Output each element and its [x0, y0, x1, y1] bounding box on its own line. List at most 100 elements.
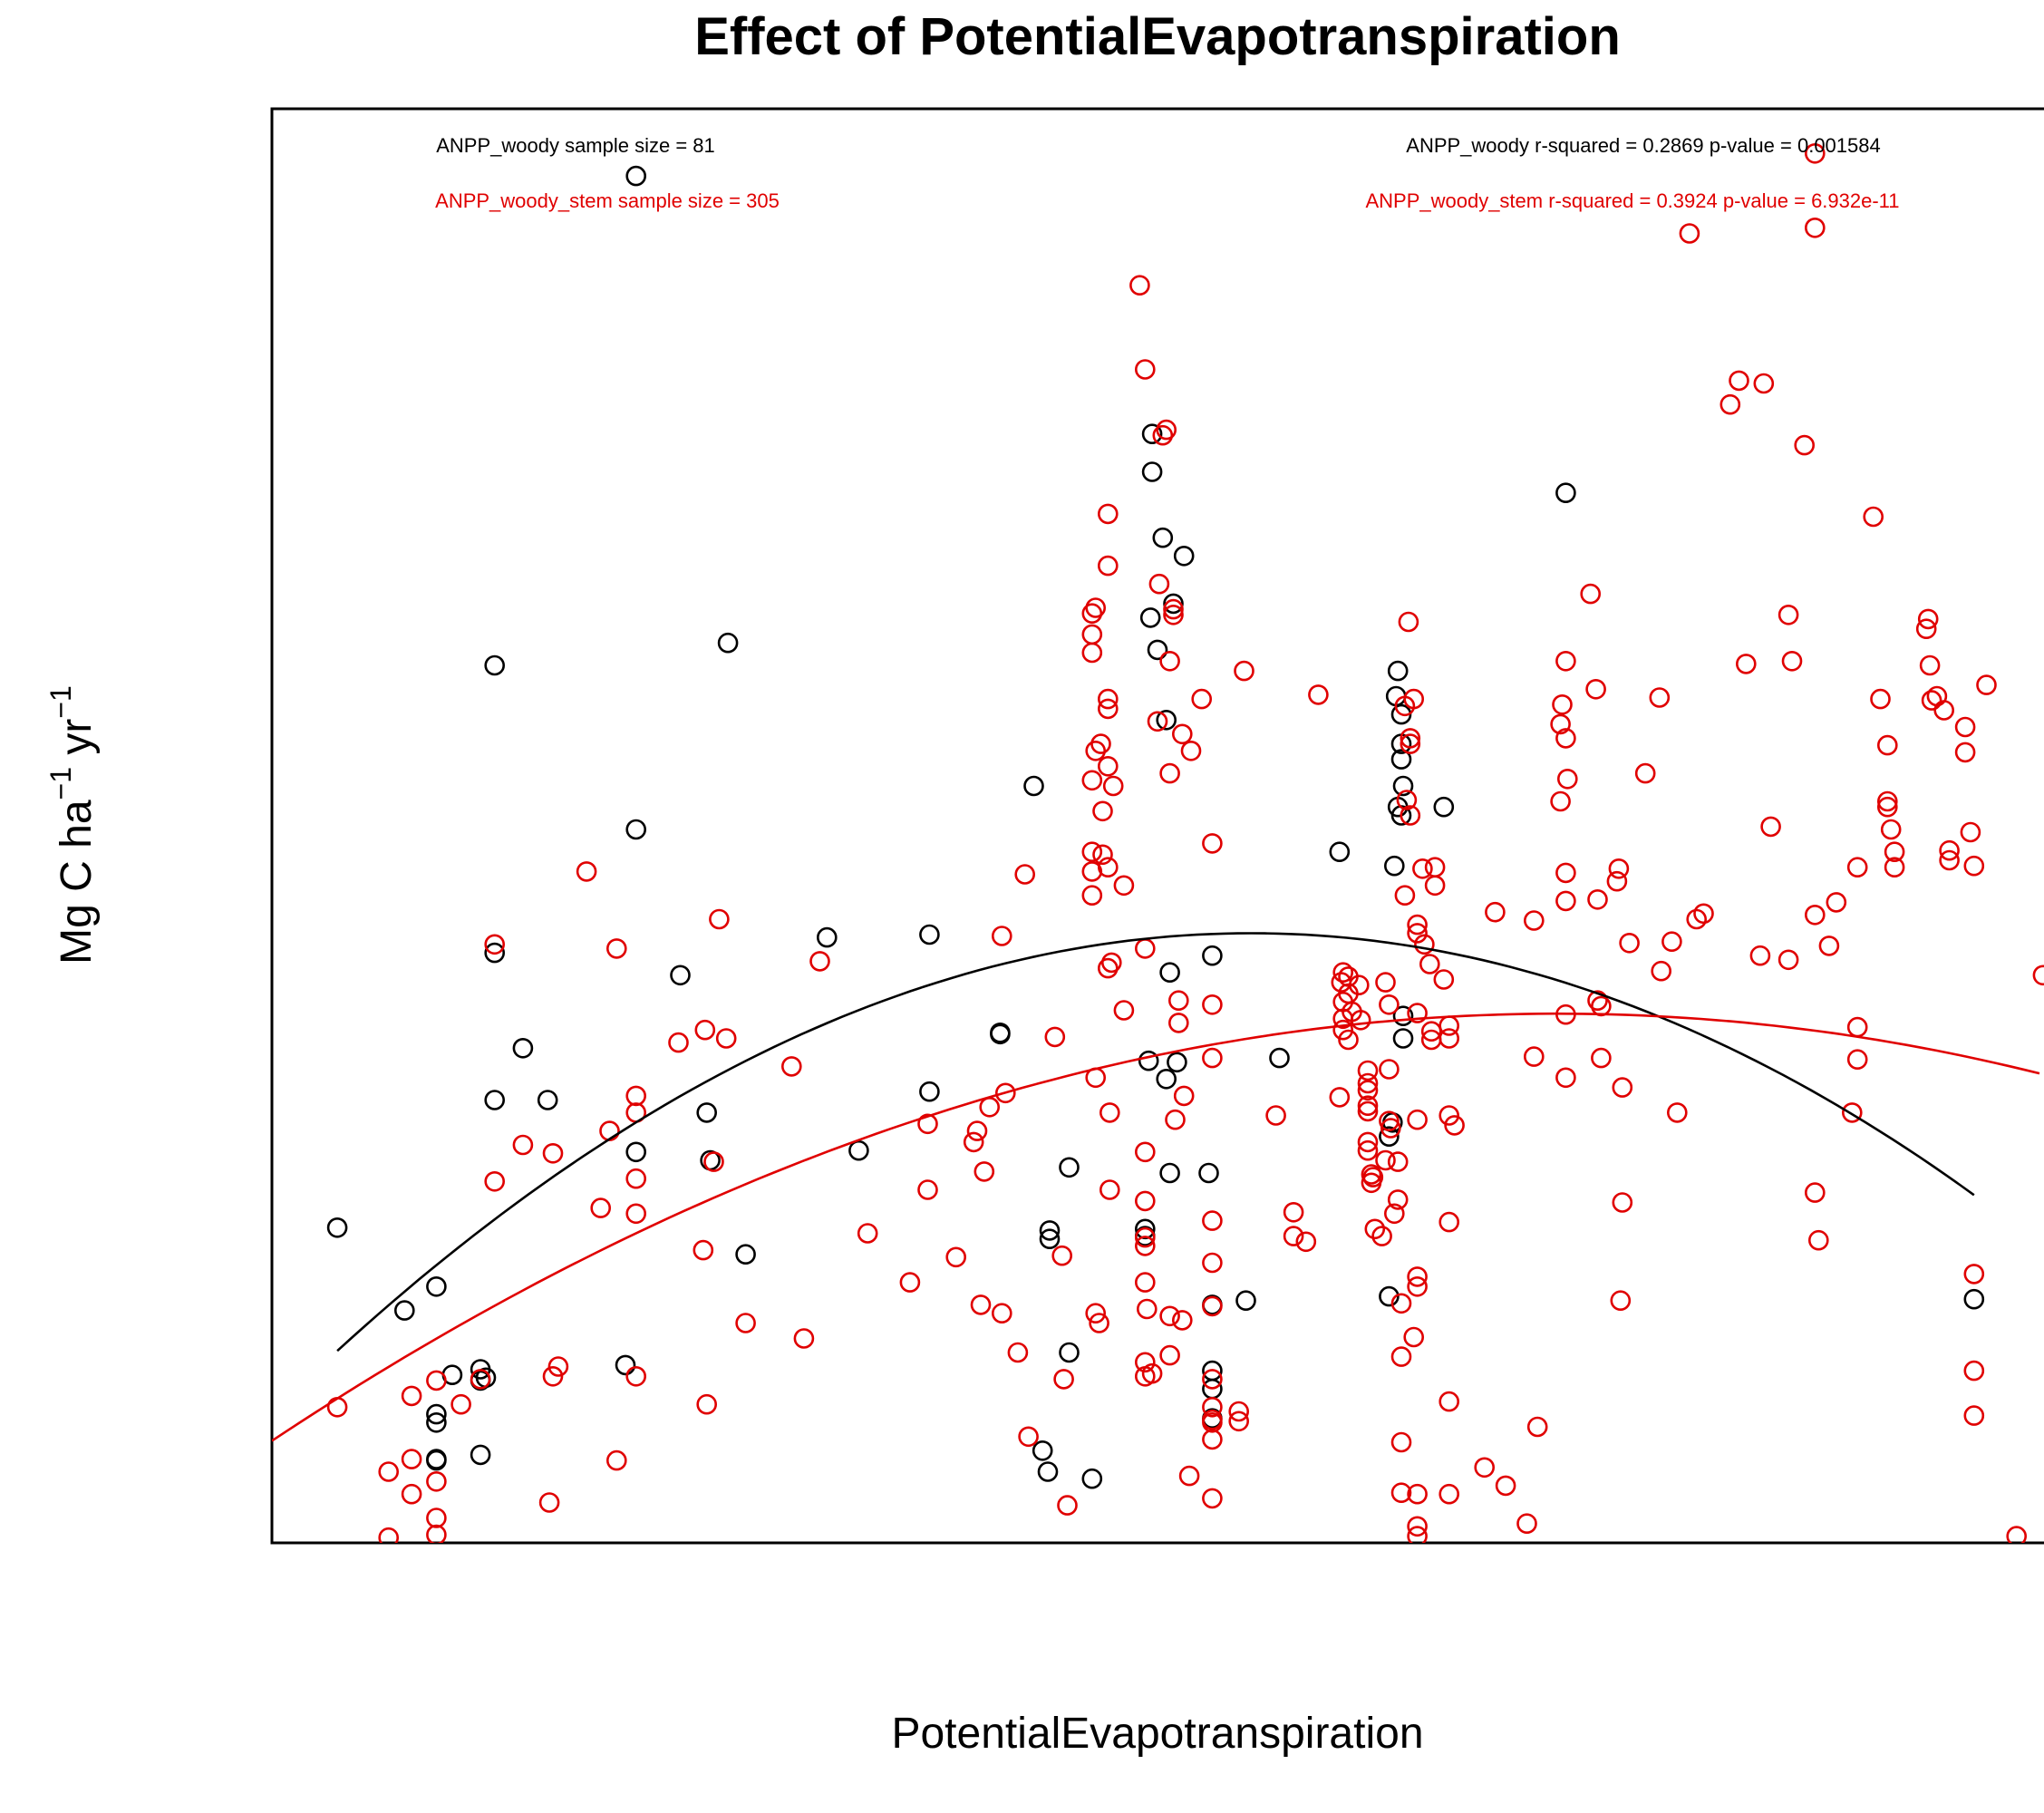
anpp-woody-point-40: [1135, 1218, 1156, 1240]
anpp-woody-point-28: [919, 924, 940, 945]
anpp-woody-stem-point-245: [1693, 903, 1714, 925]
anpp-woody-stem-point-123: [1202, 1252, 1223, 1274]
anpp-woody-stem-point-77: [1098, 755, 1119, 777]
anpp-woody-stem-point-103: [1156, 419, 1177, 441]
anpp-woody-stem-point-189: [1407, 914, 1428, 936]
anpp-woody-stem-point-254: [1781, 650, 1803, 672]
anpp-woody-stem-point-177: [1394, 885, 1416, 906]
anpp-woody-stem-point-260: [1808, 1229, 1829, 1251]
anpp-woody-stem-point-175: [1390, 1482, 1412, 1503]
anpp-woody-stem-point-223: [1555, 650, 1576, 672]
woody-regression-stats: ANPP_woody r-squared = 0.2869 p-value = …: [1406, 134, 1880, 157]
anpp-woody-point-76: [1392, 1005, 1414, 1026]
anpp-woody-stem-point-83: [1099, 1179, 1120, 1200]
anpp-woody-stem-point-25: [625, 1085, 647, 1107]
anpp-woody-stem-point-7: [426, 1508, 447, 1528]
anpp-woody-point-18: [625, 819, 647, 840]
anpp-woody-stem-point-139: [1329, 1087, 1351, 1108]
anpp-woody-stem-point-99: [1141, 1362, 1163, 1384]
anpp-woody-stem-point-1: [378, 1461, 400, 1482]
anpp-woody-stem-point-108: [1163, 604, 1184, 625]
anpp-woody-stem-point-237: [1619, 933, 1640, 954]
anpp-woody-stem-point-100: [1147, 711, 1168, 732]
anpp-woody-stem-point-54: [1014, 864, 1035, 885]
anpp-woody-stem-point-129: [1202, 1429, 1223, 1450]
anpp-woody-point-78: [1433, 796, 1455, 818]
anpp-woody-point-61: [1235, 1290, 1256, 1311]
anpp-woody-stem-point-195: [1414, 934, 1435, 955]
anpp-woody-stem-point-55: [1018, 1426, 1039, 1448]
anpp-woody-stem-point-35: [715, 1028, 737, 1049]
anpp-woody-stem-point-219: [1555, 1067, 1576, 1089]
anpp-woody-stem-point-174: [1390, 1293, 1412, 1314]
anpp-woody-point-79: [1555, 482, 1576, 504]
anpp-woody-point-39: [1081, 1468, 1103, 1489]
anpp-woody-point-46: [1147, 639, 1168, 661]
anpp-woody-point-72: [1390, 749, 1412, 770]
points-layer: [326, 143, 2044, 1543]
anpp-woody-point-1: [393, 1300, 415, 1321]
anpp-woody-stem-point-204: [1439, 1105, 1459, 1126]
anpp-woody-stem-point-285: [1960, 821, 1981, 843]
anpp-woody-stem-point-186: [1407, 1266, 1428, 1287]
fit-curves: [272, 932, 2040, 1442]
anpp-woody-stem-point-102: [1152, 424, 1174, 446]
anpp-woody-stem-point-169: [1384, 1203, 1405, 1225]
anpp-woody-stem-point-238: [1634, 762, 1656, 784]
anpp-woody-point-64: [1379, 1285, 1400, 1307]
anpp-woody-stem-point-62: [1085, 597, 1106, 618]
anpp-woody-stem-point-46: [966, 1120, 988, 1141]
anpp-woody-stem-point-21: [599, 1120, 620, 1141]
anpp-woody-stem-point-141: [1332, 962, 1353, 983]
anpp-woody-stem-point-283: [1954, 716, 1976, 738]
plot-area: ANPP_woody sample size = 81 ANPP_woody_s…: [272, 134, 2044, 1543]
anpp-woody-stem-point-273: [1884, 841, 1905, 863]
anpp-woody-stem-point-47: [970, 1294, 992, 1315]
anpp-woody-stem-point-70: [1089, 1313, 1109, 1333]
anpp-woody-stem-point-286: [1963, 855, 1985, 877]
anpp-woody-stem-point-37: [780, 1056, 802, 1077]
anpp-woody-stem-point-217: [1550, 713, 1571, 735]
anpp-woody-stem-point-28: [625, 1366, 647, 1387]
anpp-woody-point-44: [1141, 461, 1163, 482]
anpp-woody-stem-point-178: [1396, 790, 1418, 810]
anpp-woody-stem-point-264: [1846, 1016, 1868, 1038]
anpp-woody-stem-point-168: [1380, 1118, 1401, 1139]
anpp-woody-stem-point-69: [1085, 1303, 1106, 1323]
chart-title: Effect of PotentialEvapotranspiration: [694, 7, 1621, 66]
anpp-woody-stem-point-12: [484, 1171, 506, 1192]
anpp-woody-stem-point-190: [1407, 1003, 1428, 1023]
anpp-woody-stem-point-210: [1485, 901, 1506, 923]
anpp-woody-stem-point-90: [1135, 938, 1156, 959]
anpp-woody-point-15: [512, 1038, 534, 1059]
anpp-woody-stem-point-63: [1081, 642, 1103, 664]
anpp-woody-stem-point-218: [1552, 693, 1573, 715]
anpp-woody-stem-point-152: [1357, 1060, 1379, 1081]
anpp-woody-point-6: [426, 1449, 447, 1469]
anpp-woody-stem-point-134: [1265, 1105, 1286, 1126]
anpp-woody-stem-point-43: [917, 1113, 938, 1135]
anpp-woody-stem-point-105: [1159, 650, 1180, 672]
anpp-woody-stem-point-95: [1135, 1272, 1156, 1293]
anpp-woody-point-53: [1167, 1052, 1187, 1073]
anpp-woody-stem-point-179: [1398, 611, 1419, 633]
anpp-woody-stem-point-153: [1357, 1080, 1379, 1100]
anpp-woody-stem-point-232: [1606, 870, 1628, 892]
anpp-woody-stem-point-239: [1649, 687, 1671, 708]
anpp-woody-stem-point-6: [426, 1471, 447, 1492]
anpp-woody-stem-point-173: [1390, 1346, 1412, 1367]
anpp-woody-stem-point-61: [1081, 603, 1103, 625]
anpp-woody-stem-point-86: [1113, 875, 1135, 897]
anpp-woody-stem-point-3: [401, 1449, 422, 1469]
anpp-woody-stem-point-236: [1612, 1077, 1633, 1098]
anpp-woody-stem-point-82: [1099, 1102, 1120, 1123]
anpp-woody-stem-point-271: [1877, 796, 1898, 818]
anpp-woody-point-36: [1039, 1228, 1061, 1249]
anpp-woody-stem-point-274: [1884, 857, 1905, 878]
anpp-woody-point-65: [1379, 1126, 1400, 1147]
anpp-woody-stem-point-138: [1308, 684, 1329, 705]
anpp-woody-stem-point-231: [1591, 1047, 1612, 1069]
anpp-woody-stem-point-85: [1102, 775, 1124, 797]
anpp-woody-stem-point-14: [512, 1134, 534, 1156]
anpp-woody-stem-point-49: [979, 1097, 1000, 1118]
